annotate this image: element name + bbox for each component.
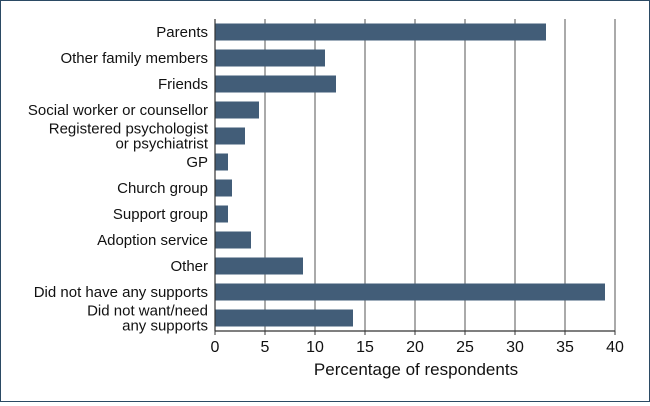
category-label: Church group: [117, 180, 208, 197]
x-tick-labels: 0 5 10 15 20 25 30 35 40: [211, 339, 624, 356]
bar: [215, 127, 245, 145]
bar: [215, 75, 336, 93]
bar: [215, 231, 251, 249]
bar: [215, 179, 232, 197]
bar: [215, 283, 605, 301]
axes: [214, 19, 616, 335]
bar: [215, 257, 303, 275]
bar: [215, 309, 353, 327]
x-tick-label: 30: [506, 339, 524, 356]
x-tick-label: 10: [306, 339, 324, 356]
category-labels: Parents Other family members Friends Social…: [28, 24, 209, 335]
bar: [215, 49, 325, 67]
bar: [215, 101, 259, 119]
x-tick-label: 40: [606, 339, 624, 356]
category-label: Parents: [156, 24, 208, 41]
x-tick-label: 35: [556, 339, 574, 356]
bar: [215, 153, 228, 171]
category-label: Registered psychologist or psychiatrist: [49, 121, 209, 153]
gridlines: [264, 19, 616, 331]
x-tick-label: 5: [261, 339, 270, 356]
category-label: GP: [186, 154, 208, 171]
x-tick-label: 25: [456, 339, 474, 356]
category-label: Did not have any supports: [34, 284, 208, 301]
bar: [215, 23, 546, 41]
category-label: Other family members: [60, 50, 208, 67]
category-label: Did not want/need any supports: [87, 303, 208, 335]
bar: [215, 205, 228, 223]
x-tick-label: 20: [406, 339, 424, 356]
x-tick-label: 15: [356, 339, 374, 356]
x-axis-title: Percentage of respondents: [314, 360, 518, 379]
category-label: Friends: [158, 76, 208, 93]
x-tick-label: 0: [211, 339, 220, 356]
category-label: Support group: [113, 206, 208, 223]
bars: [215, 23, 605, 327]
category-label: Social worker or counsellor: [28, 102, 208, 119]
category-label: Adoption service: [97, 232, 208, 249]
category-label: Other: [170, 258, 208, 275]
